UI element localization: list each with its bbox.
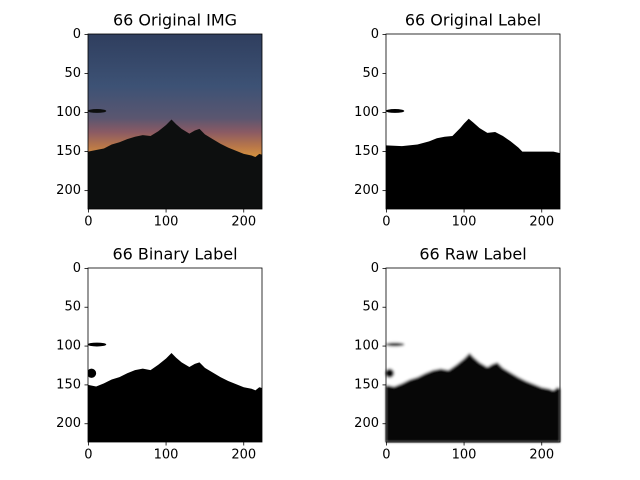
y-tick-label: 50	[362, 66, 379, 81]
image	[88, 34, 262, 209]
x-tick-label: 200	[231, 215, 256, 230]
subplot-title: 66 Raw Label	[419, 245, 526, 264]
y-tick-label: 150	[354, 377, 379, 392]
x-tick-label: 0	[382, 215, 390, 230]
subplot: 66 Original Label 0 100 200 0 50 100 150 200	[354, 11, 561, 230]
x-tick-label: 200	[231, 448, 256, 463]
y-tick-label: 0	[73, 27, 81, 42]
y-tick-label: 100	[354, 105, 379, 120]
y-tick-label: 0	[371, 261, 379, 276]
x-tick-label: 100	[452, 215, 477, 230]
y-tick-label: 150	[354, 144, 379, 159]
x-tick-label: 100	[452, 448, 477, 463]
axes-frame	[87, 33, 263, 210]
y-tick-label: 50	[362, 300, 379, 315]
axes-frame	[385, 33, 561, 210]
y-tick-label: 100	[354, 339, 379, 354]
x-tick-label: 200	[529, 215, 554, 230]
x-tick-label: 0	[84, 448, 92, 463]
y-tick-label: 50	[64, 66, 81, 81]
y-tick-label: 50	[64, 300, 81, 315]
x-tick-label: 100	[154, 448, 179, 463]
subplot: 66 Original IMG 0 100 200 0 50 100 150 200	[56, 11, 263, 230]
x-tick-label: 200	[529, 448, 554, 463]
x-tick-label: 100	[154, 215, 179, 230]
subplot-title: 66 Binary Label	[112, 245, 237, 264]
subplot: 66 Raw Label 0 100 200 0 50 100 150 200	[354, 245, 561, 463]
subplot-title: 66 Original IMG	[113, 11, 237, 30]
x-tick-label: 0	[382, 448, 390, 463]
image	[386, 34, 560, 209]
y-tick-label: 0	[73, 261, 81, 276]
image	[88, 268, 262, 442]
x-tick-label: 0	[84, 215, 92, 230]
y-tick-label: 200	[354, 183, 379, 198]
y-tick-label: 200	[56, 416, 81, 431]
y-tick-label: 200	[354, 416, 379, 431]
axes-frame	[385, 267, 561, 443]
image	[386, 268, 560, 442]
subplot-title: 66 Original Label	[405, 11, 541, 30]
subplot: 66 Binary Label 0 100 200 0 50 100 150 200	[56, 245, 263, 463]
y-tick-label: 0	[371, 27, 379, 42]
y-tick-label: 200	[56, 183, 81, 198]
y-tick-label: 150	[56, 144, 81, 159]
axes-frame	[87, 267, 263, 443]
y-tick-label: 150	[56, 377, 81, 392]
y-tick-label: 100	[56, 339, 81, 354]
y-tick-label: 100	[56, 105, 81, 120]
